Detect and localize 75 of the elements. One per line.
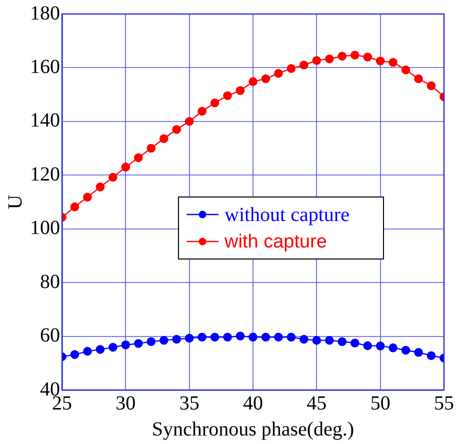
legend-label: without capture — [224, 204, 350, 226]
point — [325, 336, 334, 345]
point — [83, 192, 92, 202]
point — [172, 125, 181, 134]
point — [312, 56, 322, 65]
y-tick-label: 60 — [40, 324, 60, 347]
point — [363, 341, 372, 350]
y-tick-label: 100 — [30, 217, 60, 240]
point — [248, 77, 258, 86]
y-axis-title: U — [4, 194, 26, 210]
point — [338, 52, 347, 61]
point — [223, 91, 232, 100]
point — [388, 343, 398, 352]
point — [159, 336, 168, 345]
point — [325, 54, 334, 64]
point — [236, 86, 245, 95]
x-tick-label: 35 — [179, 392, 200, 414]
point — [426, 351, 436, 360]
y-tick-label: 180 — [30, 2, 60, 24]
point — [261, 74, 270, 84]
point — [70, 202, 80, 212]
point — [134, 153, 143, 162]
point — [198, 106, 206, 116]
y-tick-label: 140 — [30, 110, 60, 132]
point — [210, 98, 220, 108]
y-tick-label: 120 — [30, 163, 60, 186]
point — [96, 182, 105, 192]
point — [401, 65, 410, 74]
y-tick-label: 160 — [30, 56, 60, 78]
point — [286, 64, 296, 73]
point — [300, 334, 308, 344]
point — [172, 334, 181, 344]
point — [388, 58, 398, 67]
point — [146, 144, 156, 153]
y-tick-label: 80 — [40, 270, 60, 293]
point — [108, 172, 118, 182]
point — [350, 338, 360, 348]
point — [96, 345, 105, 354]
point — [159, 134, 168, 144]
point — [210, 332, 220, 342]
point — [300, 60, 308, 70]
point — [198, 332, 206, 342]
x-tick-label: 40 — [243, 392, 263, 414]
point — [363, 52, 372, 62]
point — [338, 337, 347, 346]
point — [261, 332, 270, 342]
point — [134, 339, 143, 348]
point — [184, 117, 194, 126]
point — [121, 162, 130, 172]
point — [274, 332, 283, 342]
x-tick-label: 45 — [306, 392, 327, 414]
point — [376, 342, 385, 350]
x-tick-label: 55 — [434, 392, 454, 414]
point — [312, 336, 322, 345]
point — [274, 68, 283, 78]
point — [184, 334, 194, 343]
legend-label: with capture — [224, 232, 327, 253]
x-axis-title: Synchronous phase(deg.) — [152, 418, 354, 440]
point — [83, 346, 92, 356]
point — [248, 332, 258, 342]
point — [286, 332, 296, 342]
point — [376, 56, 385, 66]
point — [121, 340, 130, 350]
point — [146, 337, 156, 346]
point — [236, 332, 245, 340]
x-tick-label: 30 — [116, 392, 136, 414]
point — [426, 81, 436, 90]
x-tick-label: 50 — [370, 392, 390, 414]
point — [401, 346, 410, 355]
point — [223, 332, 232, 342]
point — [350, 50, 360, 60]
point — [70, 350, 80, 359]
point — [108, 342, 118, 352]
point — [414, 74, 423, 84]
point — [414, 348, 423, 357]
